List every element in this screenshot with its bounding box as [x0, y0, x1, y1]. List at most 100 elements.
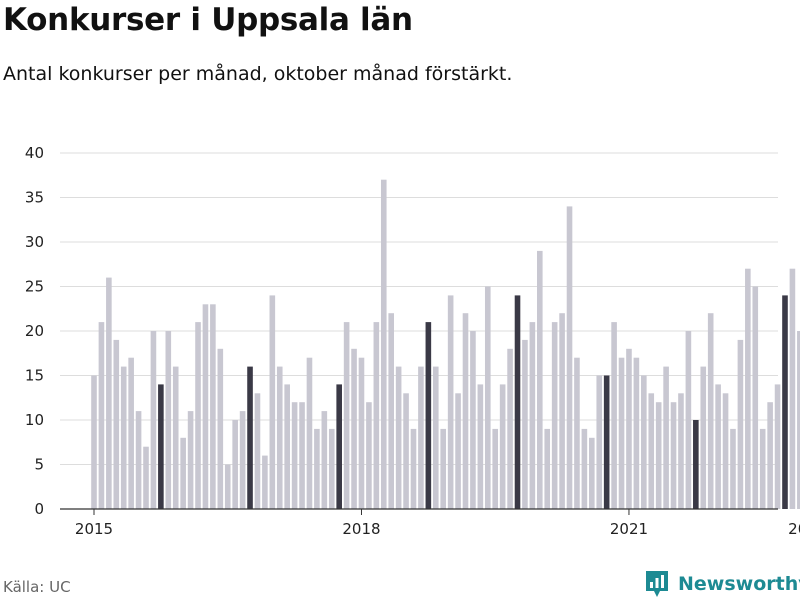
bar: [484, 286, 491, 509]
bar: [589, 437, 595, 509]
bar: [403, 393, 409, 509]
bar: [239, 411, 246, 509]
bar: [522, 339, 528, 509]
bar: [611, 322, 617, 509]
bar: [797, 331, 800, 509]
bar: [247, 366, 253, 509]
bar: [492, 428, 499, 509]
bar: [685, 331, 692, 509]
bar: [774, 384, 781, 509]
bar: [269, 295, 276, 509]
bar: [106, 277, 112, 509]
chart-title: Konkurser i Uppsala län: [3, 2, 413, 38]
bar: [202, 304, 209, 509]
bar: [373, 322, 380, 509]
y-tick-label: 0: [34, 500, 44, 518]
bar: [462, 313, 469, 509]
bar: [306, 357, 313, 509]
bar: [514, 295, 521, 509]
bar: [477, 384, 484, 509]
y-tick-label: 40: [25, 144, 44, 162]
bar: [425, 322, 432, 509]
bar: [172, 366, 179, 509]
bar: [715, 384, 721, 509]
bar: [641, 375, 647, 509]
bar: [128, 357, 134, 509]
y-tick-label: 25: [25, 278, 44, 296]
bar: [351, 348, 357, 509]
bar: [135, 411, 142, 509]
bar: [299, 402, 305, 509]
bar: [432, 366, 439, 509]
bar: [722, 393, 729, 509]
x-tick-label: 2021: [610, 520, 648, 538]
bar: [180, 437, 186, 509]
x-tick-label: 2023: [788, 520, 800, 538]
bar: [262, 455, 268, 509]
bar: [91, 375, 97, 509]
bar: [745, 268, 751, 509]
bar: [670, 402, 677, 509]
bar: [321, 411, 328, 509]
brand-name: Newsworthy: [678, 573, 800, 595]
bar: [328, 428, 335, 509]
bar: [603, 375, 610, 509]
bar: [254, 393, 261, 509]
bar: [566, 206, 573, 509]
bar: [551, 322, 558, 509]
source-note: Källa: UC: [3, 578, 71, 596]
bar: [596, 375, 603, 509]
bar: [195, 322, 201, 509]
x-tick-label: 2018: [342, 520, 380, 538]
bar: [737, 339, 744, 509]
newsworthy-logo-icon: [646, 571, 668, 597]
bar: [767, 402, 773, 509]
bar: [655, 402, 662, 509]
bar: [678, 393, 684, 509]
bar: [224, 464, 231, 509]
bar: [291, 402, 298, 509]
bar: [559, 313, 565, 509]
bar: [574, 357, 580, 509]
bar: [210, 304, 216, 509]
y-tick-label: 20: [25, 322, 44, 340]
bar: [388, 313, 394, 509]
bar: [284, 384, 290, 509]
bar: [700, 366, 707, 509]
bar: [544, 428, 551, 509]
bar: [648, 393, 655, 509]
bar: [113, 339, 120, 509]
bar: [366, 402, 372, 509]
bar: [395, 366, 402, 509]
bar: [626, 348, 632, 509]
bar: [120, 366, 127, 509]
bar: [581, 428, 588, 509]
bar: [663, 366, 669, 509]
bar: [440, 428, 447, 509]
bar: [499, 384, 506, 509]
bar: [217, 348, 224, 509]
bar: [752, 286, 759, 509]
bar: [537, 250, 543, 509]
y-tick-label: 5: [34, 456, 44, 474]
bar: [380, 179, 387, 509]
bar: [782, 295, 788, 509]
y-tick-label: 30: [25, 233, 44, 251]
bar: [730, 428, 736, 509]
bar: [455, 393, 461, 509]
y-tick-label: 15: [25, 367, 44, 385]
bar: [529, 322, 536, 509]
newsworthy-brand[interactable]: Newsworthy: [644, 569, 800, 599]
bar: [314, 428, 320, 509]
bar: [470, 331, 476, 509]
y-tick-label: 10: [25, 411, 44, 429]
bar: [693, 420, 699, 509]
bar: [336, 384, 342, 509]
bar: [418, 366, 424, 509]
bar: [276, 366, 283, 509]
bar: [143, 446, 149, 509]
bar: [618, 357, 625, 509]
bar: [507, 348, 513, 509]
bar: [232, 420, 238, 509]
